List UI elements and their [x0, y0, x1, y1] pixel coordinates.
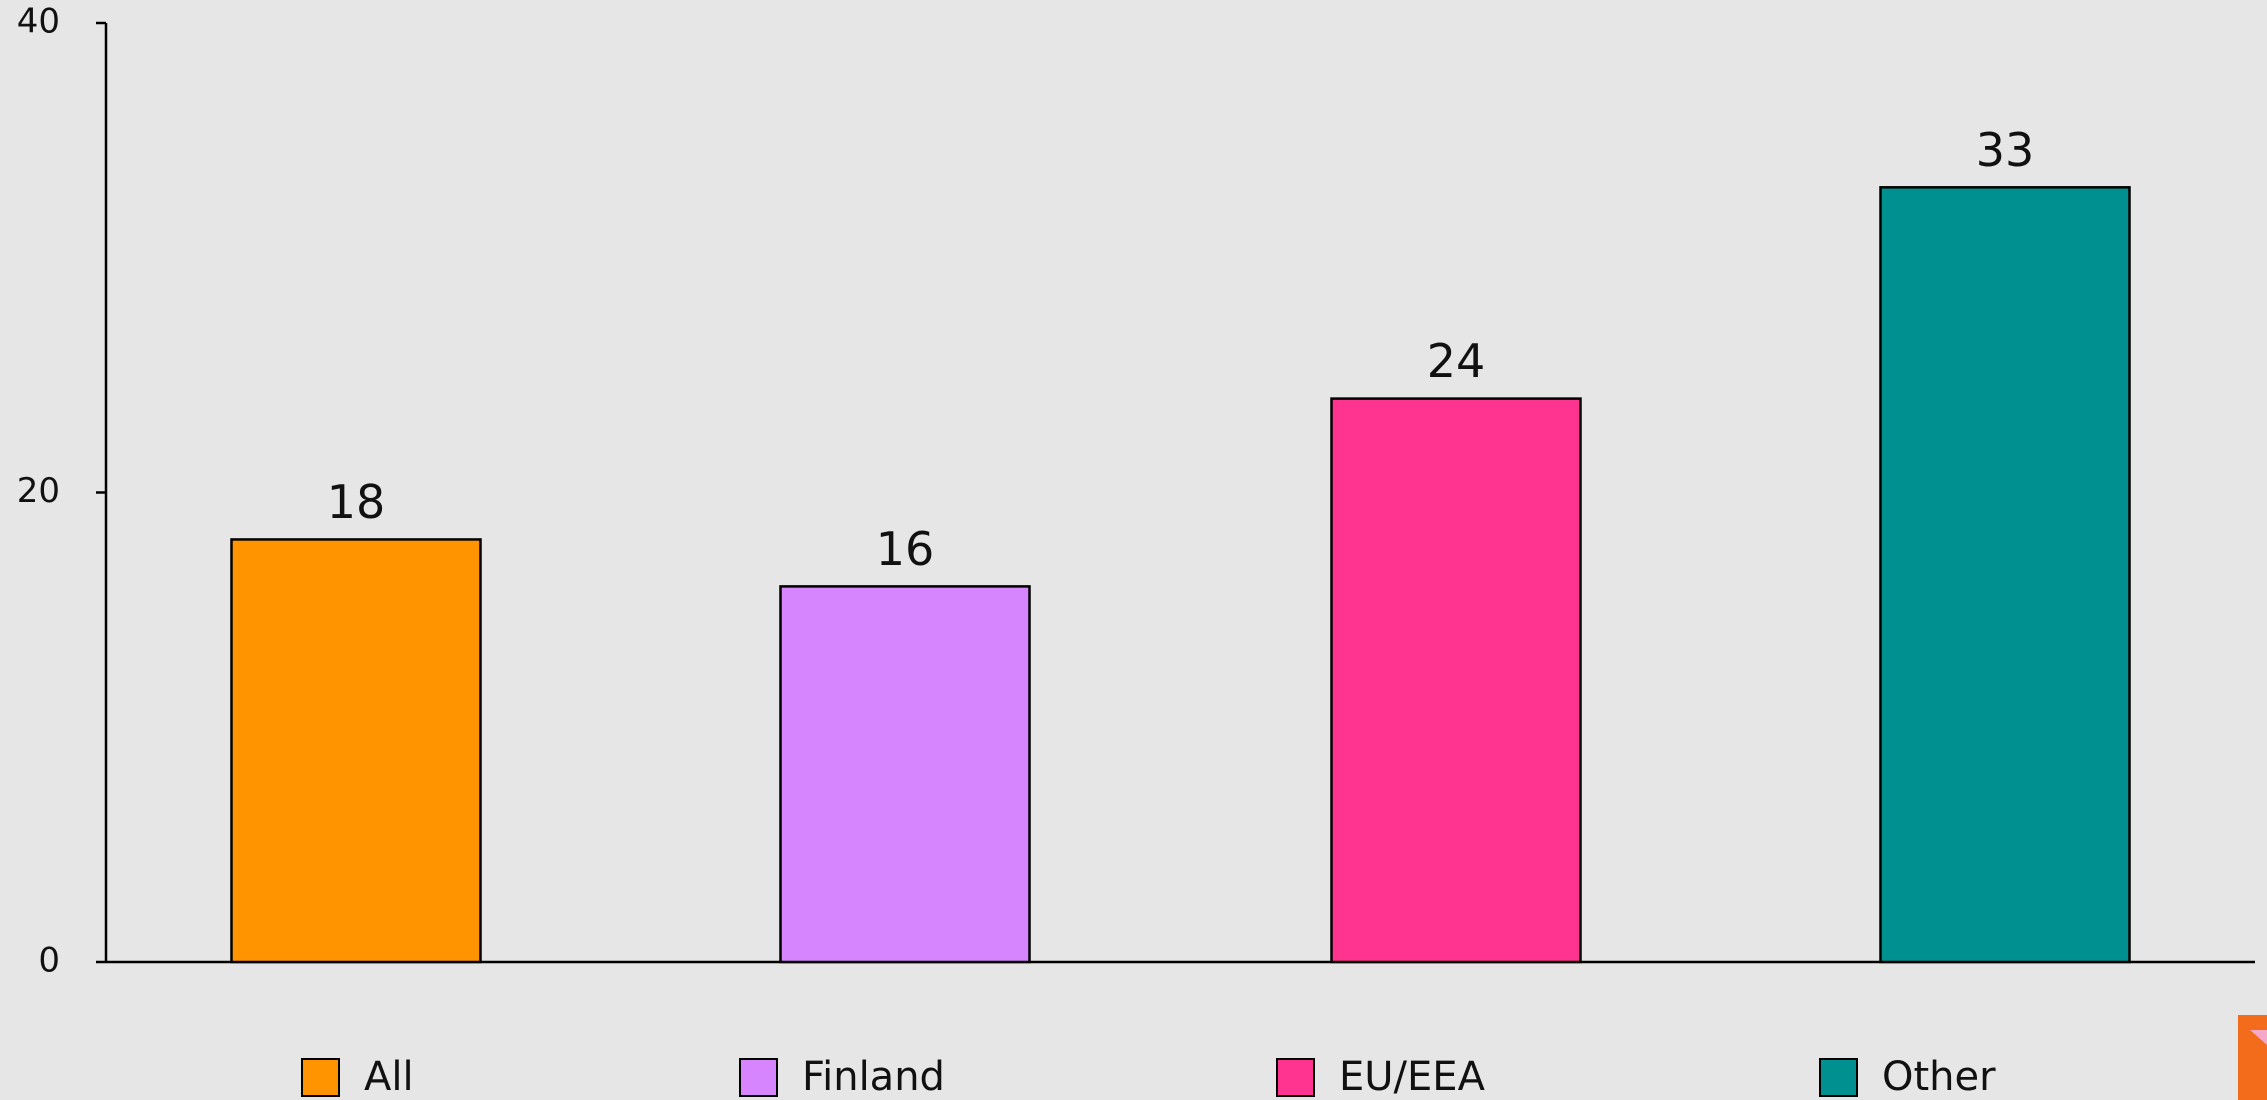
legend-label: Other	[1882, 1054, 1996, 1100]
y-tick-label: 40	[17, 2, 60, 42]
bar	[779, 585, 1031, 964]
value-label: 16	[876, 522, 935, 576]
value-label: 33	[1976, 123, 2035, 177]
legend-label: Finland	[802, 1054, 945, 1100]
legend-swatch	[1276, 1058, 1315, 1097]
legend-label: EU/EEA	[1339, 1054, 1486, 1100]
bar	[1330, 397, 1582, 964]
legend-swatch	[1819, 1058, 1858, 1097]
legend-label: All	[364, 1054, 414, 1100]
value-label: 18	[327, 475, 386, 529]
bar	[230, 538, 482, 964]
corner-icon	[2238, 1015, 2267, 1100]
legend-swatch	[739, 1058, 778, 1097]
legend-swatch	[301, 1058, 340, 1097]
value-label: 24	[1427, 334, 1486, 388]
y-tick-label: 20	[17, 471, 60, 511]
y-tick-label: 0	[38, 941, 60, 981]
bar	[1879, 186, 2131, 964]
